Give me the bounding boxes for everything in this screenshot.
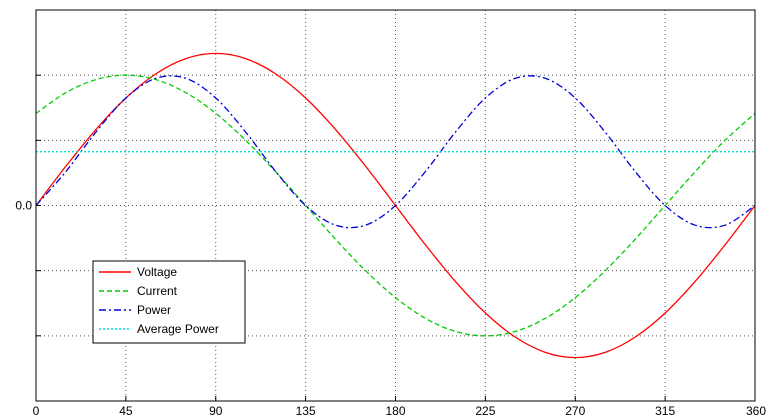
series-line-current	[35, 74, 756, 337]
legend-label: Current	[137, 284, 178, 298]
y-tick-label: 0.0	[15, 199, 32, 213]
legend-box	[92, 260, 246, 344]
x-tick-label: 90	[209, 404, 223, 418]
series-line-power	[35, 75, 756, 229]
x-tick-label: 45	[119, 404, 133, 418]
x-tick-label: 0	[33, 404, 40, 418]
x-tick-label: 135	[296, 404, 316, 418]
x-tick-label: 180	[385, 404, 405, 418]
axis-ticks: 0 45 90 135 180 225 270 315 360 0.0	[15, 74, 766, 418]
legend-label: Power	[137, 303, 171, 317]
x-tick-label: 225	[475, 404, 495, 418]
series-lines	[35, 52, 756, 359]
x-tick-label: 270	[565, 404, 585, 418]
x-tick-label: 360	[746, 404, 766, 418]
x-tick-label: 315	[655, 404, 675, 418]
legend-label: Average Power	[137, 322, 219, 336]
legend-label: Voltage	[137, 265, 177, 279]
legend: Voltage Current Power Average Power	[92, 260, 246, 344]
